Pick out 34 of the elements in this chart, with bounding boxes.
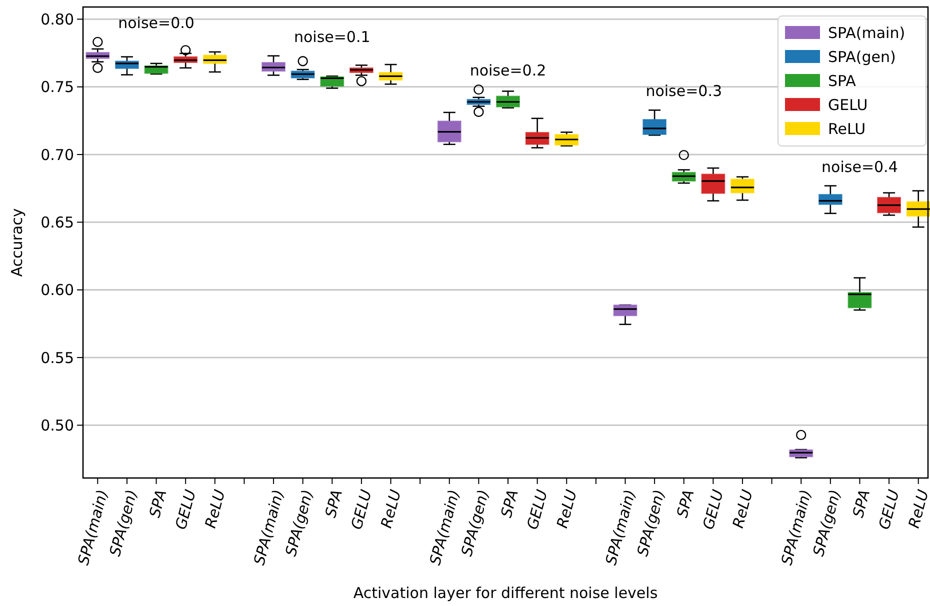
x-tick-label: ReLU: [553, 488, 581, 530]
legend-label: GELU: [828, 96, 868, 114]
x-tick-label: SPA: [673, 488, 698, 520]
x-axis-title: Activation layer for different noise levels: [353, 584, 658, 602]
x-tick-label: GELU: [172, 488, 200, 532]
x-tick-label: SPA: [321, 488, 346, 520]
annotation: noise=0.2: [470, 62, 546, 80]
x-tick-label: GELU: [699, 488, 728, 532]
annotation: noise=0.0: [118, 14, 194, 32]
x-tick-label: ReLU: [728, 488, 756, 530]
annotation: noise=0.4: [822, 158, 898, 176]
x-tick-label: ReLU: [201, 488, 229, 530]
y-axis-title: Accuracy: [8, 208, 26, 277]
x-tick-label: GELU: [348, 488, 376, 532]
legend-label: ReLU: [828, 120, 866, 138]
legend-label: SPA(main): [828, 24, 906, 42]
annotation: noise=0.3: [646, 82, 722, 100]
x-tick-label: SPA: [146, 488, 170, 520]
y-tick-label: 0.55: [40, 348, 74, 367]
x-tick-label: GELU: [875, 488, 903, 532]
legend-label: SPA(gen): [828, 48, 896, 66]
y-tick-label: 0.50: [40, 416, 74, 434]
annotation: noise=0.1: [294, 28, 370, 46]
y-tick-label: 0.70: [40, 146, 74, 164]
y-tick-label: 0.75: [40, 78, 74, 96]
x-tick-label: GELU: [523, 488, 552, 532]
x-tick-label: SPA: [849, 488, 874, 520]
y-tick-label: 0.60: [40, 281, 74, 300]
y-tick-label: 0.65: [40, 213, 74, 232]
y-tick-label: 0.80: [40, 10, 74, 28]
x-tick-label: ReLU: [377, 488, 405, 530]
x-tick-label: ReLU: [904, 488, 930, 530]
legend-label: SPA: [828, 72, 857, 90]
x-tick-label: SPA: [497, 488, 522, 520]
